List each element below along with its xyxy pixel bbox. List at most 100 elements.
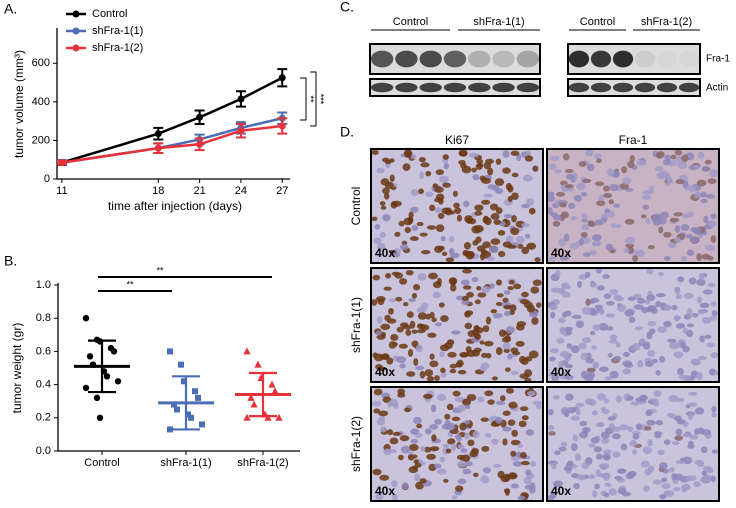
nucleus: [507, 419, 516, 427]
nucleus: [395, 296, 403, 302]
magnification-label: 40x: [551, 365, 571, 379]
nucleus: [434, 207, 443, 214]
nucleus: [570, 443, 578, 452]
nucleus: [647, 349, 656, 357]
nucleus: [710, 235, 717, 243]
nucleus: [613, 355, 622, 362]
nucleus: [596, 200, 606, 207]
nucleus: [611, 222, 618, 228]
nucleus: [609, 289, 619, 295]
nucleus: [580, 352, 588, 361]
blot-band: [590, 82, 612, 93]
nucleus: [674, 237, 681, 243]
nucleus: [404, 149, 413, 158]
nucleus: [424, 428, 432, 435]
nucleus: [437, 212, 445, 220]
nucleus: [603, 293, 612, 299]
nucleus: [476, 285, 482, 291]
nucleus: [376, 167, 385, 174]
nucleus: [682, 213, 690, 219]
nucleus: [484, 433, 492, 438]
nucleus: [571, 314, 582, 319]
nucleus: [588, 474, 596, 480]
nucleus: [711, 405, 717, 413]
point: [264, 413, 272, 421]
nucleus: [495, 279, 503, 286]
nucleus: [694, 407, 705, 415]
nucleus: [399, 363, 406, 369]
nucleus: [516, 321, 527, 327]
nucleus: [415, 344, 423, 353]
nucleus: [663, 255, 671, 261]
point: [181, 378, 187, 385]
nucleus: [503, 304, 512, 310]
nucleus: [392, 342, 398, 347]
nucleus: [667, 242, 676, 248]
nucleus: [430, 404, 437, 413]
nucleus: [525, 429, 535, 436]
nucleus: [436, 393, 447, 402]
nucleus: [378, 410, 389, 417]
nucleus: [404, 226, 412, 234]
nucleus: [483, 215, 489, 222]
nucleus: [603, 492, 610, 498]
nucleus: [552, 220, 561, 227]
nucleus: [566, 328, 573, 336]
nucleus: [526, 242, 537, 250]
nucleus: [417, 312, 428, 320]
nucleus: [622, 368, 632, 375]
nucleus: [425, 170, 432, 177]
nucleus: [402, 302, 409, 307]
nucleus: [457, 369, 467, 375]
nucleus: [430, 446, 440, 452]
nucleus: [502, 426, 512, 432]
nucleus: [549, 155, 560, 161]
nucleus: [482, 467, 491, 474]
nucleus: [460, 279, 470, 286]
point: [82, 384, 90, 392]
point: [237, 95, 245, 103]
nucleus: [655, 301, 662, 307]
nucleus: [404, 407, 411, 413]
nucleus: [388, 298, 396, 303]
nucleus: [597, 392, 606, 401]
nucleus: [483, 340, 494, 347]
nucleus: [549, 356, 556, 362]
blot-band: [678, 50, 700, 68]
nucleus: [674, 149, 683, 156]
point: [243, 347, 251, 355]
panel-label: C.: [340, 0, 354, 15]
nucleus: [427, 272, 438, 280]
nucleus: [657, 449, 665, 456]
nucleus: [440, 367, 446, 373]
point: [192, 388, 198, 395]
nucleus: [449, 284, 457, 292]
nucleus: [460, 162, 467, 169]
nucleus: [371, 216, 378, 221]
nucleus: [373, 388, 383, 396]
nucleus: [398, 220, 405, 227]
nucleus: [491, 438, 499, 445]
blot-band: [395, 50, 418, 68]
nucleus: [685, 475, 692, 482]
nucleus: [689, 434, 698, 440]
point: [195, 394, 201, 401]
nucleus: [390, 334, 399, 341]
nucleus: [607, 416, 616, 421]
nucleus: [429, 204, 436, 212]
nucleus: [421, 302, 429, 310]
nucleus: [383, 286, 392, 291]
nucleus: [605, 326, 614, 331]
nucleus: [426, 225, 437, 230]
nucleus: [512, 460, 523, 467]
nucleus: [384, 181, 394, 189]
nucleus: [398, 454, 404, 461]
nucleus: [589, 330, 596, 336]
nucleus: [705, 194, 716, 199]
nucleus: [659, 494, 667, 500]
nucleus: [704, 159, 712, 165]
nucleus: [688, 277, 697, 285]
nucleus: [464, 404, 471, 410]
nucleus: [521, 222, 530, 228]
nucleus: [426, 376, 435, 382]
